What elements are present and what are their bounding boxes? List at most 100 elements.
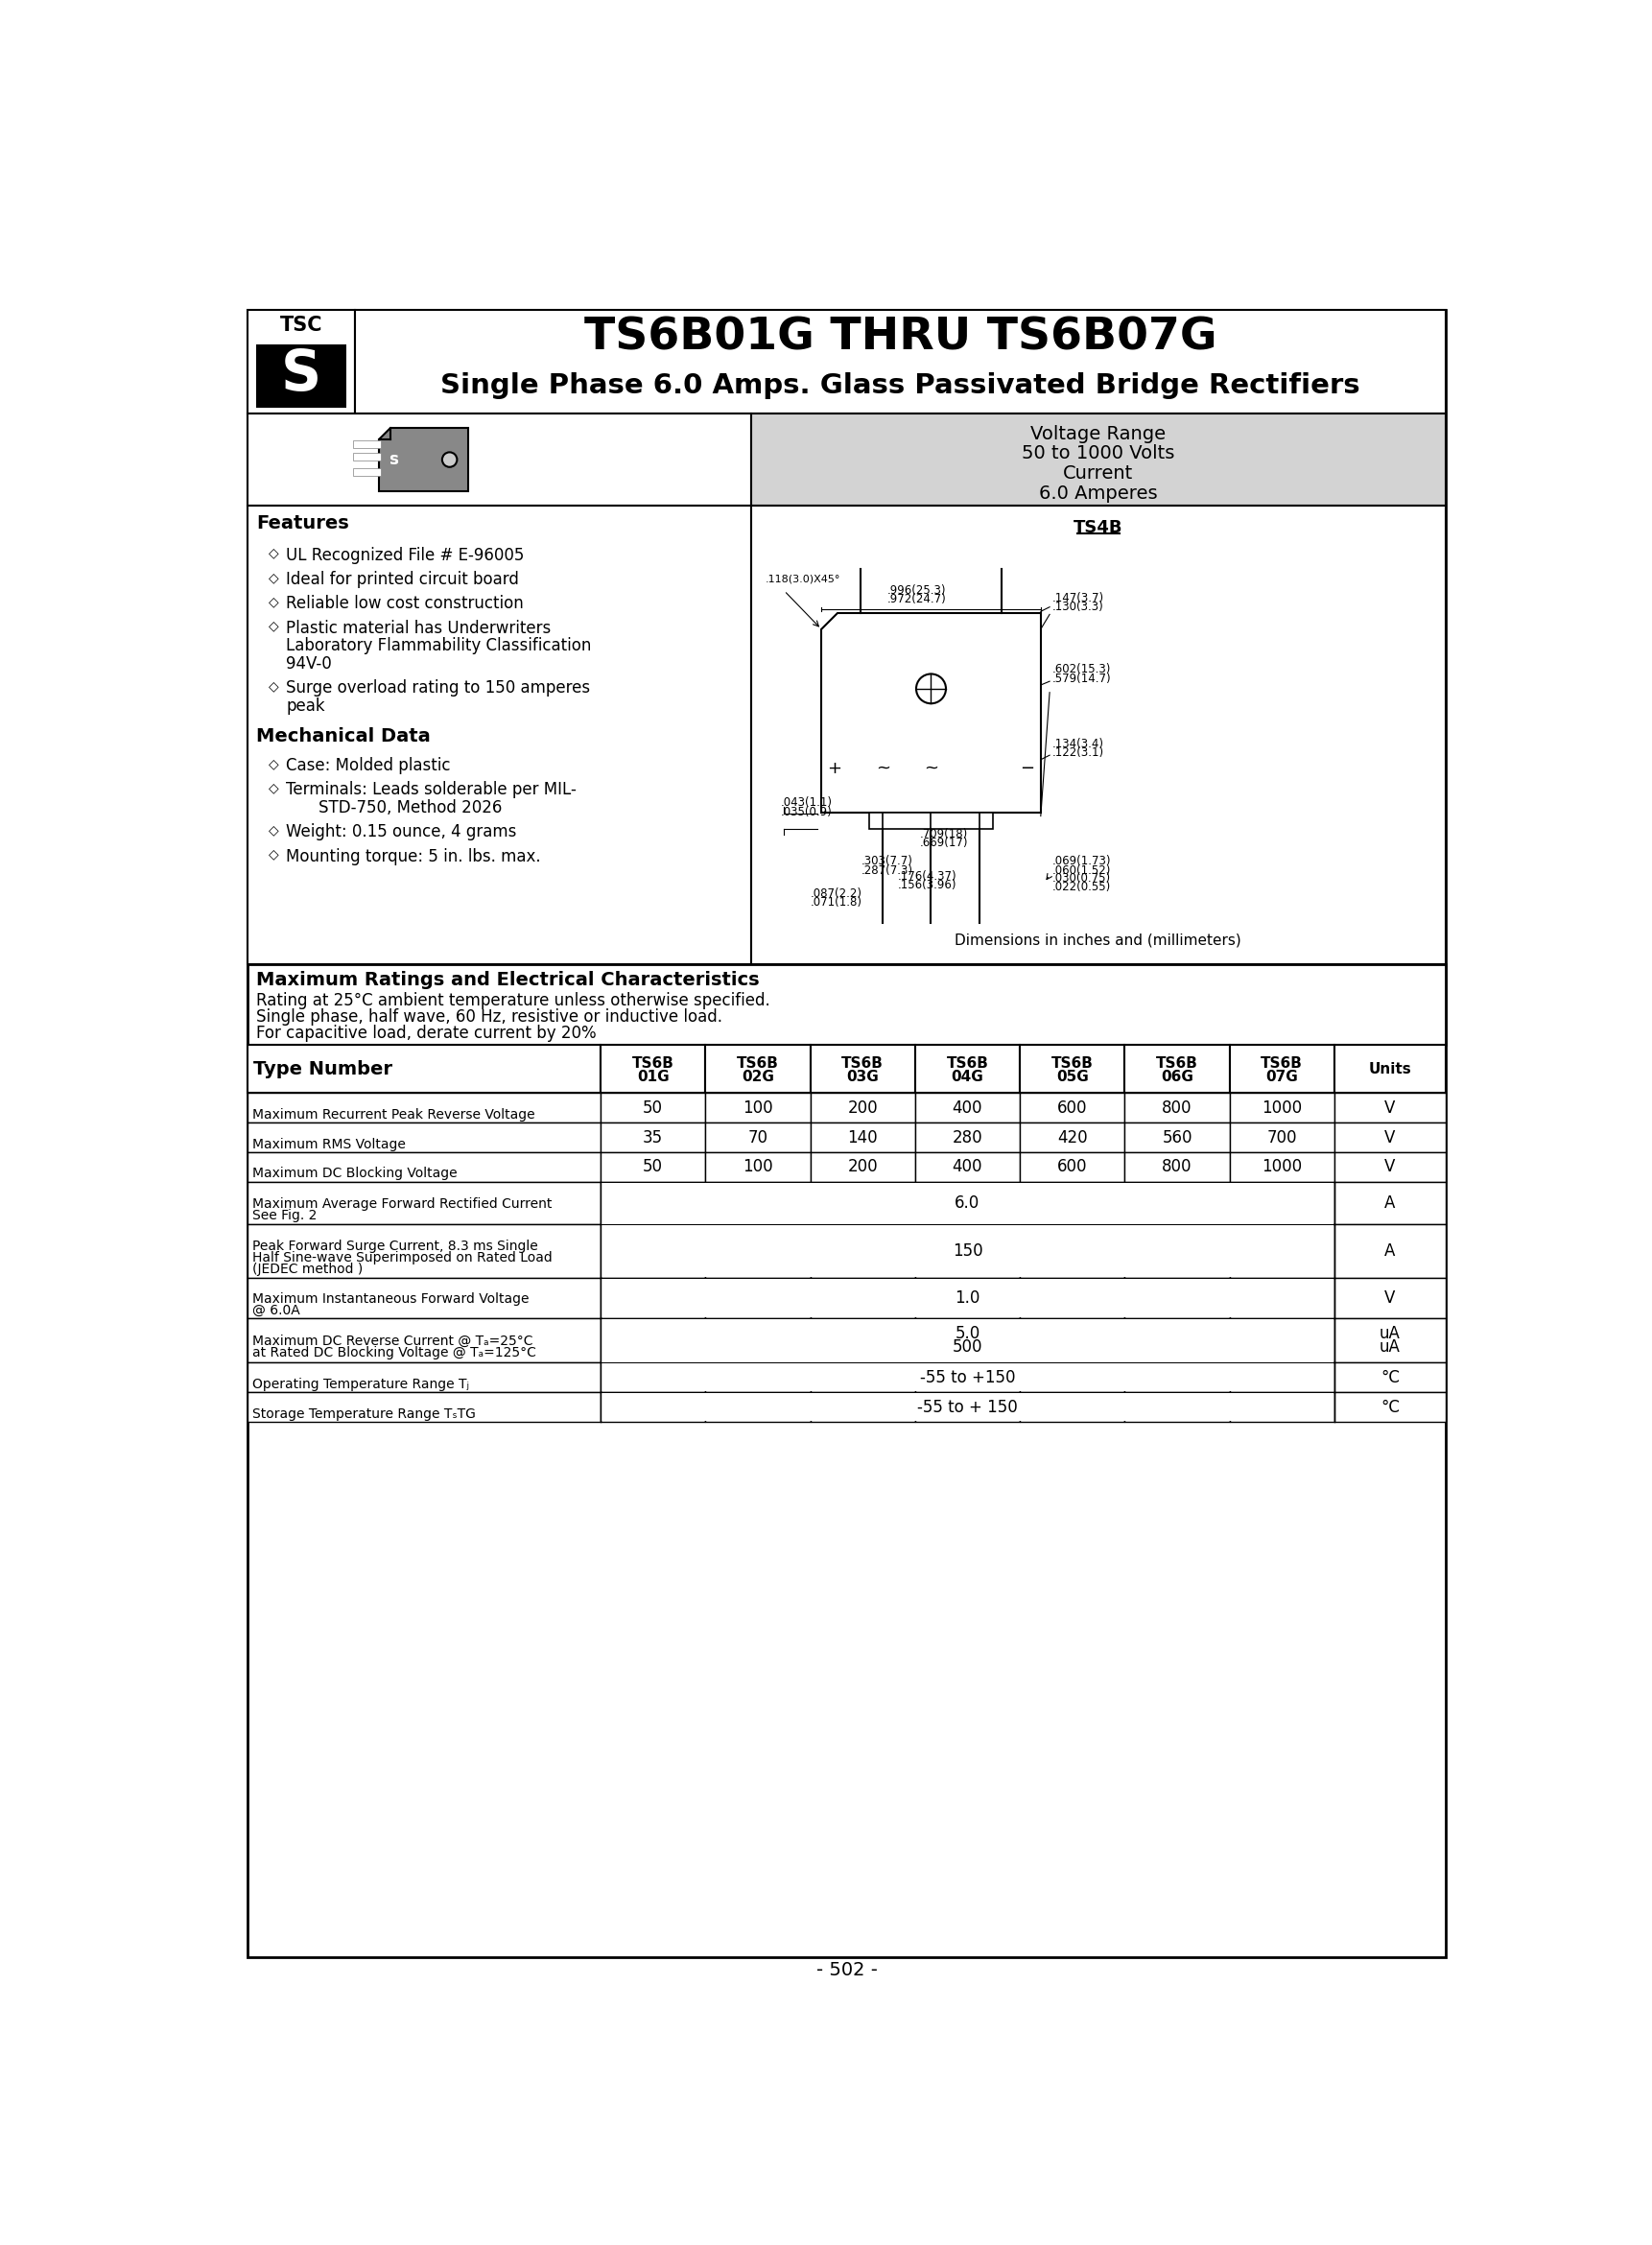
Bar [1019,1224,1125,1277]
Text: 50: 50 [643,1100,662,1116]
Text: .130(3.3): .130(3.3) [1052,599,1104,613]
Bar [354,453,382,460]
Bar [248,1181,601,1224]
Bar [809,1093,915,1122]
Circle shape [443,451,458,467]
Text: .669(17): .669(17) [920,837,968,849]
Bar [809,1224,915,1277]
Text: uA: uA [1379,1325,1401,1343]
Text: Operating Temperature Range Tⱼ: Operating Temperature Range Tⱼ [251,1378,469,1392]
Text: .156(3.96): .156(3.96) [899,880,957,891]
Text: 100: 100 [743,1158,773,1176]
Bar [1229,1392,1335,1421]
Text: Reliable low cost construction: Reliable low cost construction [286,595,524,613]
Bar [248,1046,601,1093]
Circle shape [917,674,947,703]
Bar [248,310,355,413]
Text: STD-750, Method 2026: STD-750, Method 2026 [319,799,502,817]
Text: Mechanical Data: Mechanical Data [256,727,431,745]
Text: ~: ~ [876,759,890,777]
Text: 420: 420 [1057,1129,1087,1145]
Bar [601,1392,1333,1421]
Text: A: A [1384,1194,1396,1212]
Text: TS6B: TS6B [841,1055,884,1071]
Text: 200: 200 [847,1100,877,1116]
Text: Maximum Ratings and Electrical Characteristics: Maximum Ratings and Electrical Character… [256,972,760,990]
Text: @ 6.0A: @ 6.0A [251,1304,299,1318]
Bar [601,1183,1333,1224]
Text: S: S [281,348,322,402]
Text: ◇: ◇ [268,680,279,694]
Bar [705,1363,809,1392]
Text: 100: 100 [743,1100,773,1116]
Bar [601,1046,705,1093]
Text: UL Recognized File # E-96005: UL Recognized File # E-96005 [286,546,524,563]
Text: ◇: ◇ [268,620,279,633]
Text: 02G: 02G [742,1069,775,1084]
Bar [248,1152,601,1181]
Bar [1335,1093,1446,1122]
Bar [809,1181,915,1224]
Bar [601,1093,705,1122]
Text: A: A [1384,1241,1396,1259]
Text: Single phase, half wave, 60 Hz, resistive or inductive load.: Single phase, half wave, 60 Hz, resistiv… [256,1008,722,1026]
Text: Current: Current [1064,465,1133,483]
Text: 35: 35 [643,1129,662,1145]
Bar [355,310,1446,413]
Text: .176(4.37): .176(4.37) [899,871,957,882]
Text: Plastic material has Underwriters: Plastic material has Underwriters [286,620,552,638]
Text: 600: 600 [1057,1158,1087,1176]
Text: 150: 150 [952,1241,983,1259]
Text: Maximum DC Blocking Voltage: Maximum DC Blocking Voltage [251,1167,458,1181]
Text: 280: 280 [952,1129,983,1145]
Text: .972(24.7): .972(24.7) [887,593,947,606]
Text: .287(7.3): .287(7.3) [861,864,912,876]
Text: .069(1.73): .069(1.73) [1052,855,1110,869]
Bar [1019,1046,1125,1093]
Text: .134(3.4): .134(3.4) [1052,739,1104,750]
Bar [601,1122,705,1152]
Text: -55 to + 150: -55 to + 150 [917,1399,1018,1417]
Bar [705,1046,809,1093]
Bar [1125,1318,1229,1363]
Text: Terminals: Leads solderable per MIL-: Terminals: Leads solderable per MIL- [286,781,577,799]
Bar [601,1277,705,1318]
Bar [601,1318,705,1363]
Bar [705,1181,809,1224]
Bar [1125,1122,1229,1152]
Text: TS6B: TS6B [1260,1055,1303,1071]
Text: uA: uA [1379,1338,1401,1356]
Bar [601,1363,1333,1392]
Text: .030(0.75): .030(0.75) [1052,873,1110,885]
Text: V: V [1384,1129,1396,1145]
Bar [809,1277,915,1318]
Bar [705,1122,809,1152]
Bar [1335,1392,1446,1421]
Text: .602(15.3): .602(15.3) [1052,662,1110,676]
Text: 6.0: 6.0 [955,1194,980,1212]
Bar [248,413,750,505]
Bar [601,1181,705,1224]
Text: Peak Forward Surge Current, 8.3 ms Single: Peak Forward Surge Current, 8.3 ms Singl… [251,1239,537,1253]
Bar [809,1152,915,1181]
Text: 70: 70 [748,1129,768,1145]
Bar [601,1363,705,1392]
Bar [248,505,750,963]
Text: Maximum Average Forward Rectified Current: Maximum Average Forward Rectified Curren… [251,1197,552,1210]
Bar [915,1363,1019,1392]
Text: .709(18): .709(18) [920,828,968,840]
Text: V: V [1384,1289,1396,1307]
Text: Mounting torque: 5 in. lbs. max.: Mounting torque: 5 in. lbs. max. [286,849,540,864]
Bar [915,1122,1019,1152]
Text: Maximum Recurrent Peak Reverse Voltage: Maximum Recurrent Peak Reverse Voltage [251,1107,535,1120]
Text: TS6B: TS6B [947,1055,988,1071]
Bar [915,1046,1019,1093]
Bar [1019,1318,1125,1363]
Text: +: + [828,759,843,777]
Bar [1229,1152,1335,1181]
Text: Ideal for printed circuit board: Ideal for printed circuit board [286,570,519,588]
Bar [915,1224,1019,1277]
Bar [705,1318,809,1363]
Text: ◇: ◇ [268,757,279,770]
Text: 03G: 03G [846,1069,879,1084]
